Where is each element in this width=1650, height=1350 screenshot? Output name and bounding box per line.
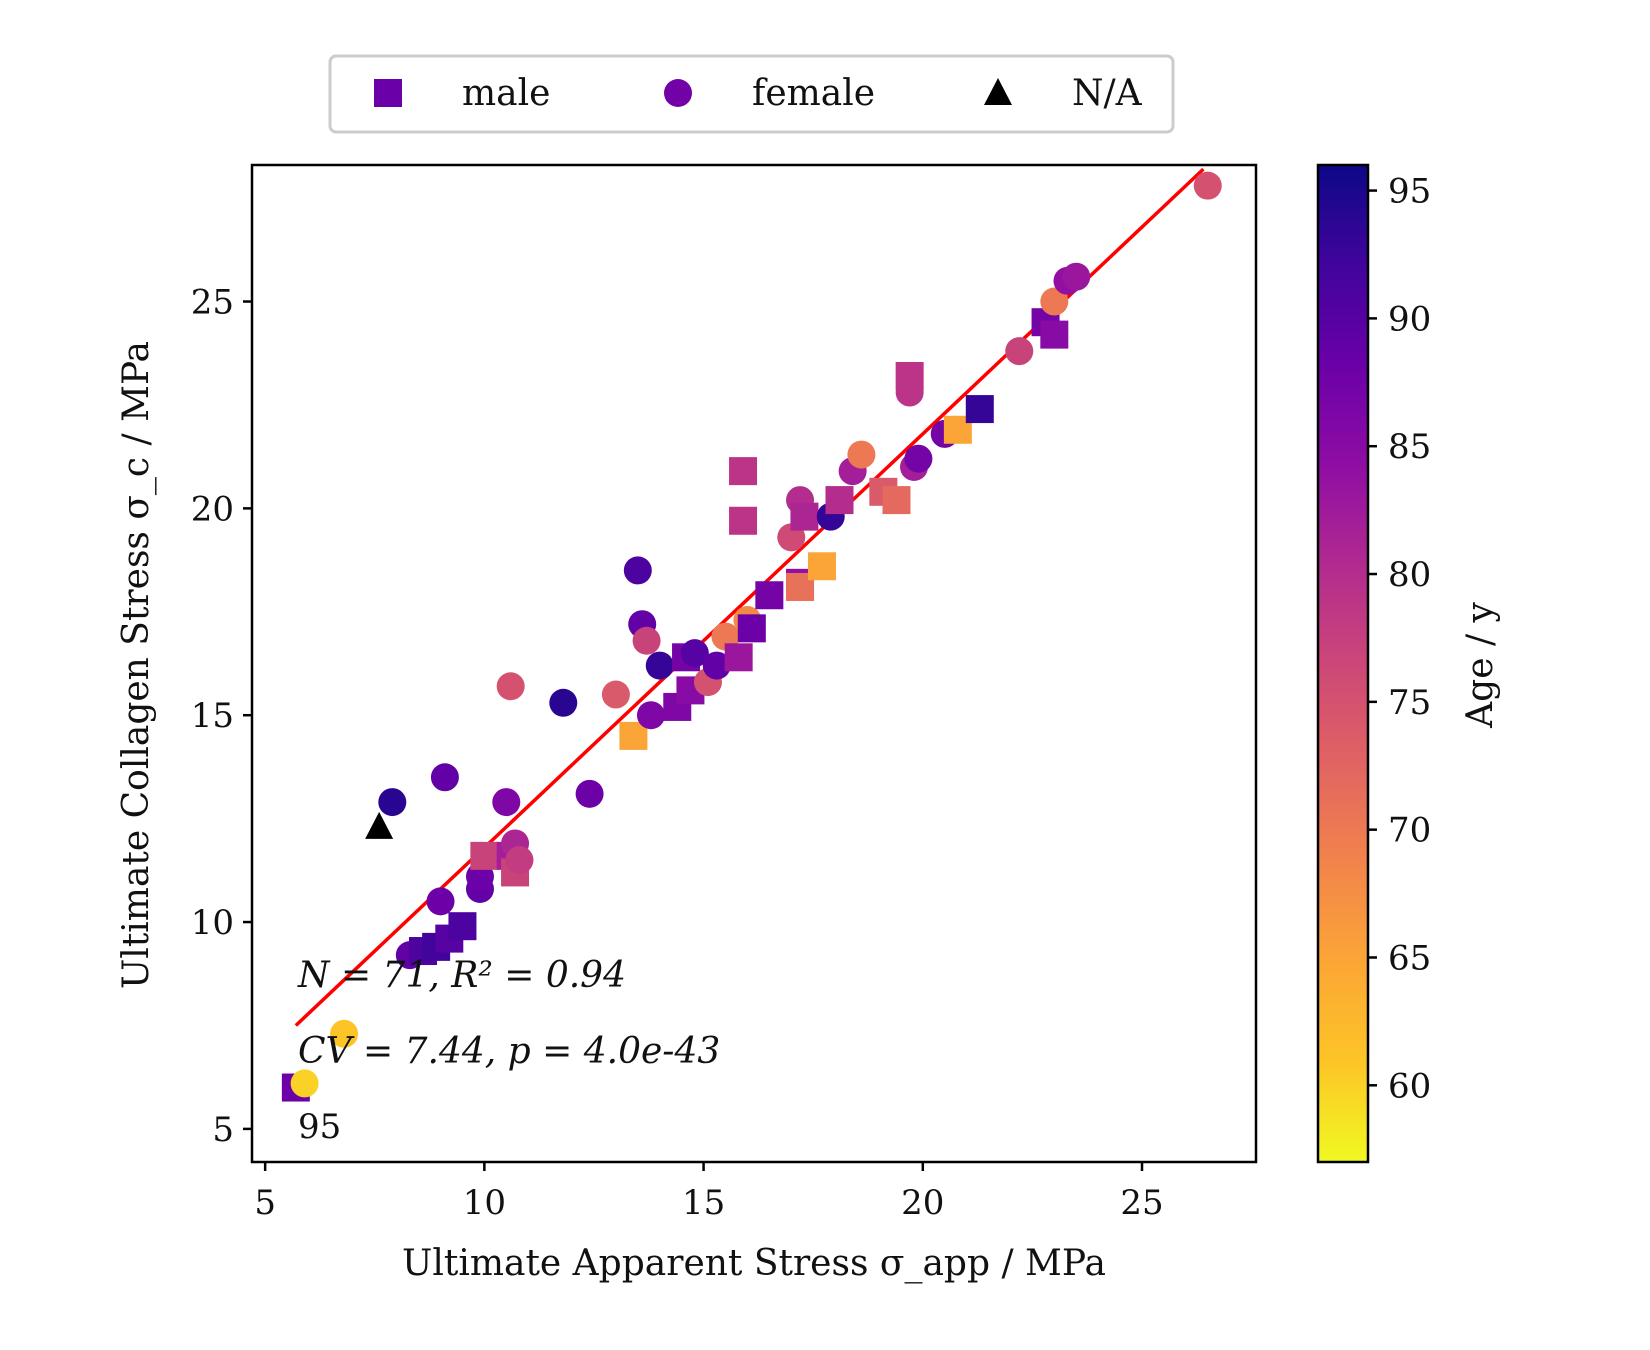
data-point-female bbox=[426, 887, 455, 916]
point-annotation: 95 bbox=[298, 1107, 341, 1147]
data-point-male bbox=[729, 457, 758, 486]
data-point-female bbox=[601, 680, 630, 709]
data-point-female bbox=[623, 556, 652, 585]
x-tick-label: 25 bbox=[1120, 1183, 1163, 1223]
data-point-female bbox=[1040, 287, 1069, 316]
colorbar-tick-label: 90 bbox=[1388, 299, 1431, 339]
data-points bbox=[281, 171, 1222, 1102]
colorbar-tick-label: 95 bbox=[1388, 172, 1431, 212]
colorbar: 60 65 70 75 80 85 90 95 Age / y bbox=[1316, 163, 1501, 1164]
legend-marker-n-a bbox=[984, 78, 1012, 105]
y-tick-label: 25 bbox=[191, 283, 234, 323]
data-point-female bbox=[330, 1019, 359, 1048]
data-point-na bbox=[365, 811, 394, 839]
data-point-female bbox=[496, 672, 525, 701]
data-point-female bbox=[702, 651, 731, 680]
data-point-female bbox=[895, 378, 924, 407]
x-axis-title: Ultimate Apparent Stress σ_app / MPa bbox=[402, 1243, 1106, 1284]
y-tick-label: 20 bbox=[191, 489, 234, 529]
colorbar-tick-label: 60 bbox=[1388, 1066, 1431, 1106]
data-point-female bbox=[1005, 337, 1034, 366]
colorbar-tick-label: 80 bbox=[1388, 555, 1431, 595]
legend: male female N/A bbox=[328, 54, 1175, 134]
y-tick-label: 5 bbox=[212, 1110, 234, 1150]
data-point-female bbox=[492, 788, 521, 817]
data-point-female bbox=[632, 626, 661, 655]
data-point-female bbox=[1062, 262, 1091, 291]
colorbar-gradient bbox=[1316, 163, 1370, 1164]
data-point-female bbox=[378, 788, 407, 817]
data-point-female bbox=[847, 440, 876, 469]
y-axis-title: Ultimate Collagen Stress σ_c / MPa bbox=[116, 341, 157, 989]
data-point-male bbox=[470, 841, 499, 870]
legend-label-n-a: N/A bbox=[1072, 73, 1143, 114]
data-point-female bbox=[290, 1069, 319, 1098]
x-tick-label: 10 bbox=[463, 1183, 506, 1223]
data-point-female bbox=[549, 688, 578, 717]
data-point-male bbox=[729, 506, 758, 535]
data-point-male bbox=[882, 486, 911, 515]
y-tick-label: 15 bbox=[191, 696, 234, 736]
data-point-female bbox=[636, 701, 665, 730]
data-point-male bbox=[737, 614, 766, 643]
y-tick-label: 10 bbox=[191, 903, 234, 943]
legend-label-male: male bbox=[462, 73, 550, 114]
colorbar-tick-label: 75 bbox=[1388, 683, 1431, 723]
legend-marker-female bbox=[664, 79, 692, 107]
data-point-male bbox=[724, 643, 753, 672]
stat-annotation-line2: CV = 7.44, p = 4.0e-43 bbox=[298, 1031, 720, 1072]
x-axis: 5 10 15 20 25 bbox=[254, 1162, 1164, 1223]
data-point-male bbox=[619, 721, 648, 750]
y-axis: 5 10 15 20 25 bbox=[191, 283, 252, 1150]
data-point-male bbox=[448, 912, 477, 941]
plot-area bbox=[250, 163, 1258, 1164]
data-point-male bbox=[790, 502, 819, 531]
x-tick-label: 5 bbox=[254, 1183, 276, 1223]
data-point-male bbox=[825, 486, 854, 515]
data-point-male bbox=[965, 395, 994, 424]
colorbar-tick-label: 85 bbox=[1388, 427, 1431, 467]
data-point-female bbox=[645, 651, 674, 680]
stat-annotation-line1: N = 71, R² = 0.94 bbox=[297, 955, 626, 996]
data-point-female bbox=[505, 846, 534, 875]
data-point-female bbox=[904, 444, 933, 473]
colorbar-tick-label: 65 bbox=[1388, 938, 1431, 978]
legend-label-female: female bbox=[752, 73, 875, 114]
data-point-female bbox=[430, 763, 459, 792]
data-point-male bbox=[807, 552, 836, 581]
data-point-female bbox=[680, 639, 709, 668]
data-point-female bbox=[1193, 171, 1222, 200]
colorbar-tick-label: 70 bbox=[1388, 811, 1431, 851]
data-point-female bbox=[575, 779, 604, 808]
x-tick-label: 15 bbox=[682, 1183, 725, 1223]
data-point-male bbox=[1040, 320, 1069, 349]
data-point-male bbox=[755, 581, 784, 610]
colorbar-title: Age / y bbox=[1460, 601, 1501, 728]
x-tick-label: 20 bbox=[901, 1183, 944, 1223]
legend-frame bbox=[328, 54, 1175, 134]
legend-marker-male bbox=[374, 79, 402, 107]
